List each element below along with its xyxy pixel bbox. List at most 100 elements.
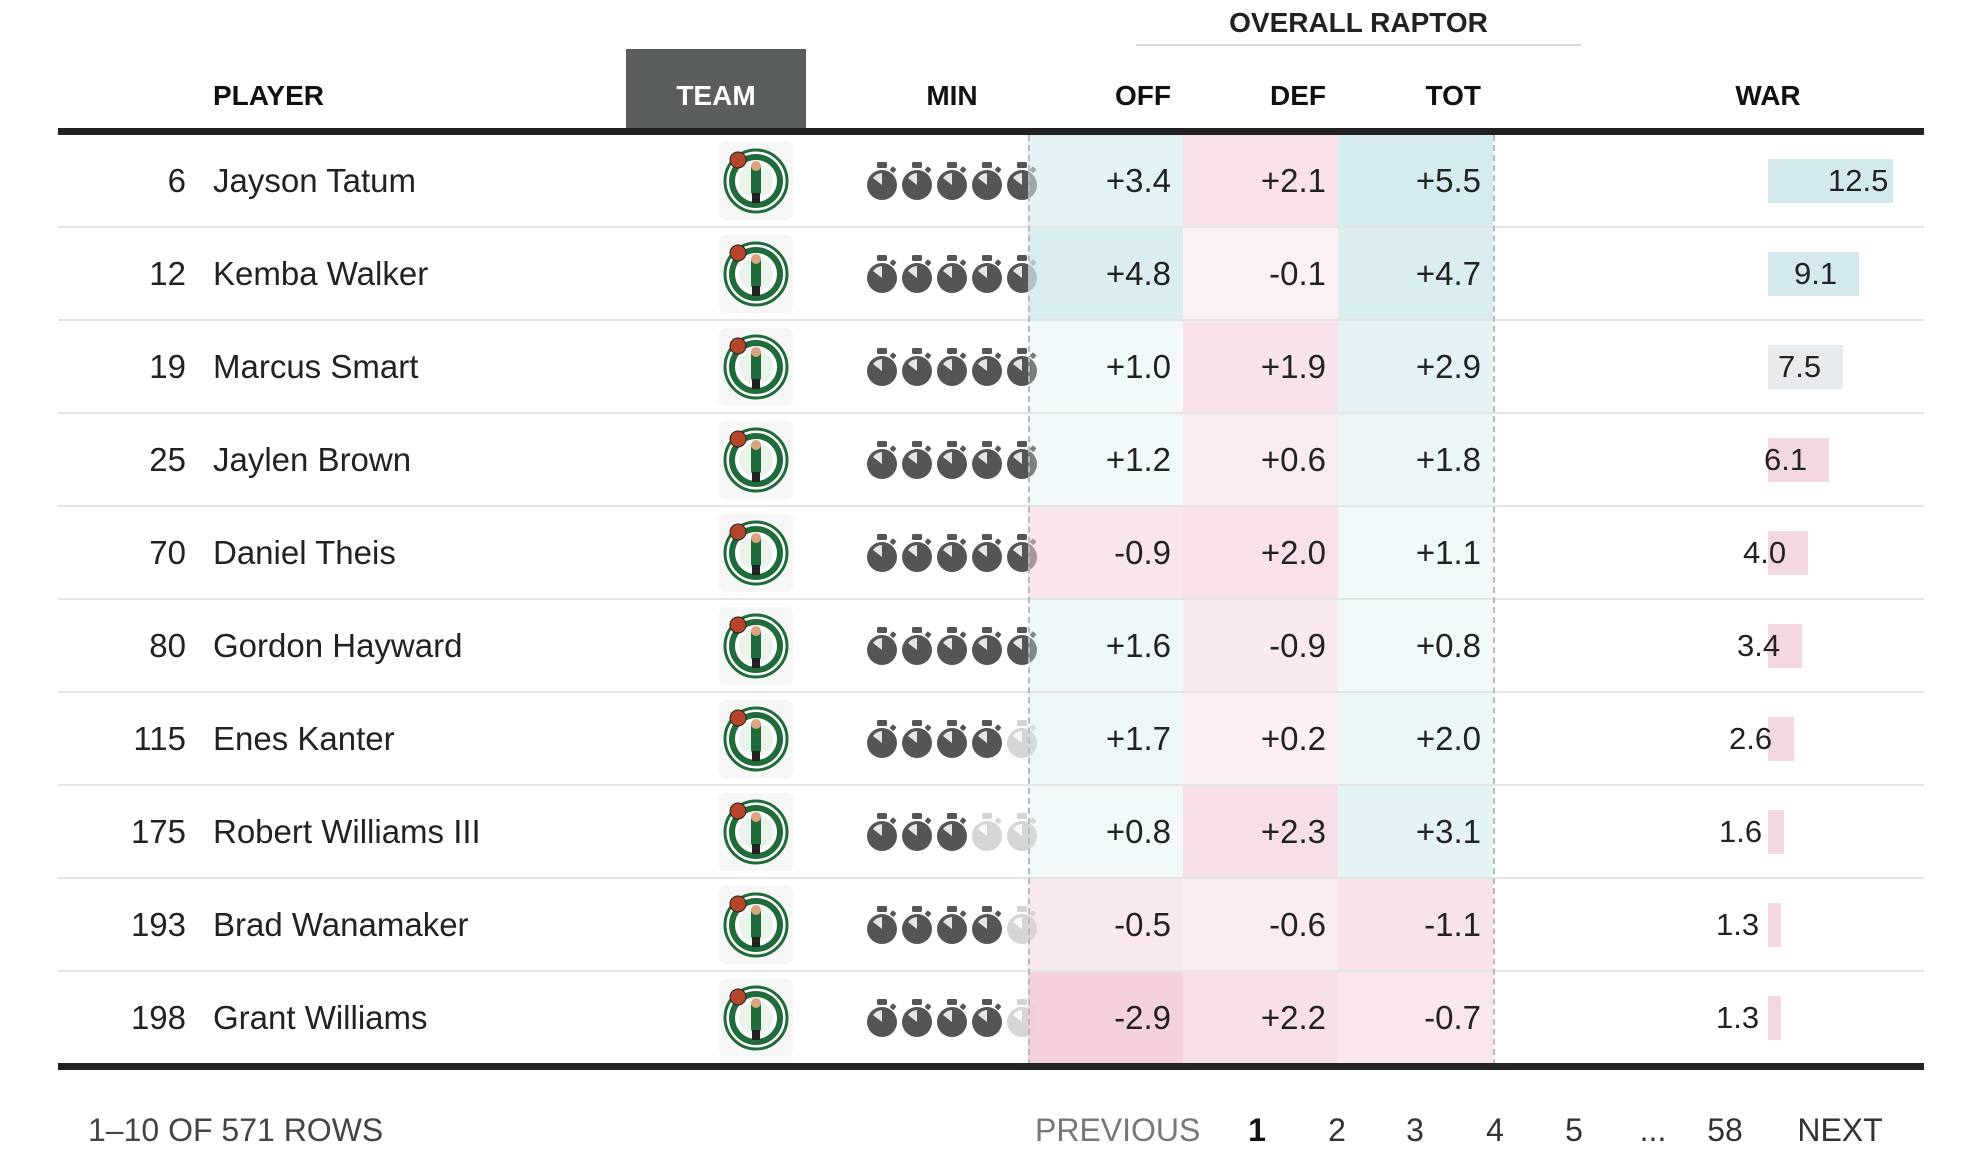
table-body: 6 Jayson Tatum +3.4 +2.1 +5.5 12.5 12 Kemba Wal… [58,135,1924,1065]
stopwatch-icon [935,905,969,945]
war-bar [1768,438,1829,482]
raptor-off: +1.7 [1028,693,1183,784]
war-value: 12.5 [1828,162,1889,198]
page-link-3[interactable]: 3 [1406,1112,1424,1148]
page-link-5[interactable]: 5 [1565,1112,1583,1148]
raptor-def: +2.1 [1183,135,1338,226]
column-header-min[interactable]: MIN [926,80,978,111]
player-name[interactable]: Enes Kanter [213,719,395,757]
war-cell: 6.1 [1648,414,1898,505]
player-name[interactable]: Daniel Theis [213,533,396,571]
stopwatch-icon [970,719,1004,759]
column-header-war[interactable]: WAR [1735,80,1801,111]
war-value: 7.5 [1778,348,1822,384]
raptor-off: -0.9 [1028,507,1183,598]
player-name[interactable]: Jayson Tatum [213,161,416,199]
war-bar [1768,717,1794,761]
player-name[interactable]: Jaylen Brown [213,440,412,478]
stopwatch-icon [970,254,1004,294]
boston-celtics-logo-icon[interactable] [719,327,793,406]
rank: 198 [130,998,186,1036]
stopwatch-icon [935,533,969,573]
previous-page-button[interactable]: PREVIOUS [1035,1112,1201,1148]
rank: 6 [167,161,186,199]
page-link-58[interactable]: 58 [1707,1112,1743,1148]
stopwatch-icon [900,812,934,852]
column-header-def[interactable]: DEF [1270,80,1326,111]
raptor-off: +1.2 [1028,414,1183,505]
page-link-1[interactable]: 1 [1248,1112,1266,1148]
boston-celtics-logo-icon[interactable] [719,513,793,592]
page-link-2[interactable]: 2 [1328,1112,1346,1148]
boston-celtics-logo-icon[interactable] [719,234,793,313]
war-value: 1.3 [1716,999,1760,1035]
column-header-player[interactable]: PLAYER [213,80,325,111]
war-bar [1768,903,1781,947]
boston-celtics-logo-icon[interactable] [719,978,793,1057]
minutes-stopwatches [818,600,1086,691]
player-name[interactable]: Gordon Hayward [213,626,463,664]
player-name[interactable]: Kemba Walker [213,254,429,292]
boston-celtics-logo-icon[interactable] [719,420,793,499]
minutes-stopwatches [818,414,1086,505]
table-row: 115 Enes Kanter +1.7 +0.2 +2.0 2.6 [58,693,1924,786]
war-bar [1768,159,1893,203]
table-header: PLAYER TEAM MIN OFF DEF TOT WAR [58,49,1924,135]
player-name[interactable]: Grant Williams [213,998,428,1036]
rank: 175 [130,812,186,850]
war-cell: 2.6 [1648,693,1898,784]
stopwatch-icon [900,905,934,945]
next-page-button[interactable]: NEXT [1797,1112,1883,1148]
raptor-tot: +2.9 [1338,321,1493,412]
player-name[interactable]: Marcus Smart [213,347,419,385]
rank: 25 [149,440,186,478]
table-bottom-rule [58,1063,1924,1070]
war-cell: 1.3 [1648,879,1898,970]
stopwatch-icon [900,998,934,1038]
boston-celtics-logo-icon[interactable] [719,792,793,871]
table-row: 70 Daniel Theis -0.9 +2.0 +1.1 4.0 [58,507,1924,600]
column-header-team[interactable]: TEAM [626,49,806,128]
raptor-tot: +5.5 [1338,135,1493,226]
stopwatch-icon [935,626,969,666]
stopwatch-icon [900,719,934,759]
stopwatch-icon [900,626,934,666]
stopwatch-icon [935,440,969,480]
raptor-off: -0.5 [1028,879,1183,970]
war-bar [1768,345,1843,389]
page-link-4[interactable]: 4 [1486,1112,1504,1148]
stopwatch-icon [935,719,969,759]
minutes-stopwatches [818,693,1086,784]
war-bar [1768,252,1859,296]
stopwatch-icon [865,440,899,480]
rank: 80 [149,626,186,664]
raptor-tot: +1.1 [1338,507,1493,598]
raptor-off: +1.0 [1028,321,1183,412]
raptor-def: -0.9 [1183,600,1338,691]
stopwatch-icon [970,812,1004,852]
table-row: 175 Robert Williams III +0.8 +2.3 +3.1 1.6 [58,786,1924,879]
player-name[interactable]: Brad Wanamaker [213,905,469,943]
boston-celtics-logo-icon[interactable] [719,606,793,685]
raptor-def: +1.9 [1183,321,1338,412]
column-header-off[interactable]: OFF [1115,80,1171,111]
war-value: 3.4 [1737,627,1781,663]
stopwatch-icon [900,254,934,294]
war-cell: 3.4 [1648,600,1898,691]
column-header-tot[interactable]: TOT [1425,80,1481,111]
boston-celtics-logo-icon[interactable] [719,141,793,220]
raptor-tot: +4.7 [1338,228,1493,319]
minutes-stopwatches [818,135,1086,226]
stopwatch-icon [970,905,1004,945]
boston-celtics-logo-icon[interactable] [719,699,793,778]
raptor-tot: +0.8 [1338,600,1493,691]
raptor-off: +1.6 [1028,600,1183,691]
boston-celtics-logo-icon[interactable] [719,885,793,964]
table-row: 12 Kemba Walker +4.8 -0.1 +4.7 9.1 [58,228,1924,321]
stopwatch-icon [865,812,899,852]
player-name[interactable]: Robert Williams III [213,812,481,850]
raptor-tot: +3.1 [1338,786,1493,877]
stopwatch-icon [970,347,1004,387]
raptor-def: +2.0 [1183,507,1338,598]
raptor-right-divider [1493,135,1495,1065]
